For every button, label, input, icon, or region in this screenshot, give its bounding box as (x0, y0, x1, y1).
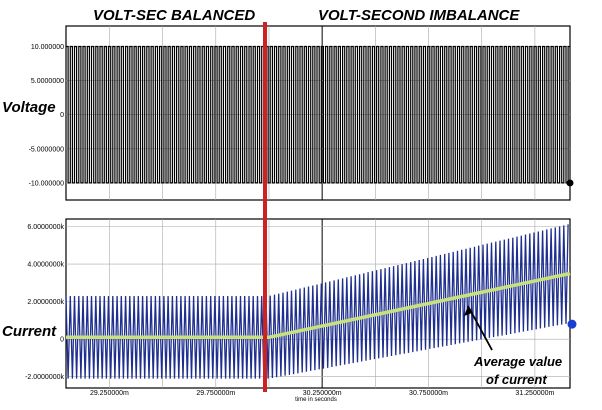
current-y-tick-label: 0 (60, 337, 64, 344)
current-x-tick-labels: 29.250000m 29.750000m 30.250000m 30.750000m… (90, 390, 555, 397)
annotation-arrow-shaft-2 (467, 305, 493, 351)
balanced-section-title: VOLT-SEC BALANCED (93, 7, 255, 24)
voltage-end-marker (566, 179, 574, 187)
voltage-y-tick-label: -10.000000 (29, 180, 65, 187)
voltage-axis-label: Voltage (2, 99, 56, 116)
current-triangle-wave (65, 224, 569, 379)
current-axis-label: Current (2, 323, 57, 340)
current-panel: 6.0000000k 4.0000000k 2.0000000k 0 -2.000000… (25, 218, 577, 403)
current-x-tick-label: 31.250000m (515, 390, 554, 397)
voltage-y-tick-label: 0 (60, 112, 64, 119)
current-y-tick-label: -2.0000000k (25, 374, 64, 381)
voltage-panel: 10.000000 5.0000000 0 -5.0000000 -10.000000 (29, 25, 574, 201)
voltage-square-wave (66, 45, 570, 184)
annotation-arrowhead (464, 306, 472, 316)
voltage-y-tick-label: 10.000000 (31, 44, 64, 51)
current-x-tick-label: 30.250000m (303, 390, 342, 397)
current-x-tick-label: 30.750000m (409, 390, 448, 397)
current-x-tick-label: 29.750000m (196, 390, 235, 397)
voltage-plot-frame (65, 25, 571, 201)
average-value-annotation: Average value of current (464, 305, 562, 387)
voltage-y-tick-label: -5.0000000 (29, 146, 65, 153)
annotation-line-2: of current (486, 372, 547, 387)
average-current-line (66, 271, 571, 340)
current-y-tick-labels: 6.0000000k 4.0000000k 2.0000000k 0 -2.000000… (25, 224, 64, 381)
current-end-marker (567, 319, 577, 329)
annotation-line-1: Average value (473, 354, 562, 369)
current-y-tick-label: 2.0000000k (27, 299, 64, 306)
x-axis-label: time in seconds (295, 397, 337, 403)
current-x-tick-label: 29.250000m (90, 390, 129, 397)
imbalance-section-title: VOLT-SECOND IMBALANCE (318, 7, 520, 24)
current-y-tick-label: 4.0000000k (27, 262, 64, 269)
current-y-tick-label: 6.0000000k (27, 224, 64, 231)
voltage-y-tick-label: 5.0000000 (31, 78, 64, 85)
voltage-y-tick-labels: 10.000000 5.0000000 0 -5.0000000 -10.000000 (29, 44, 65, 187)
